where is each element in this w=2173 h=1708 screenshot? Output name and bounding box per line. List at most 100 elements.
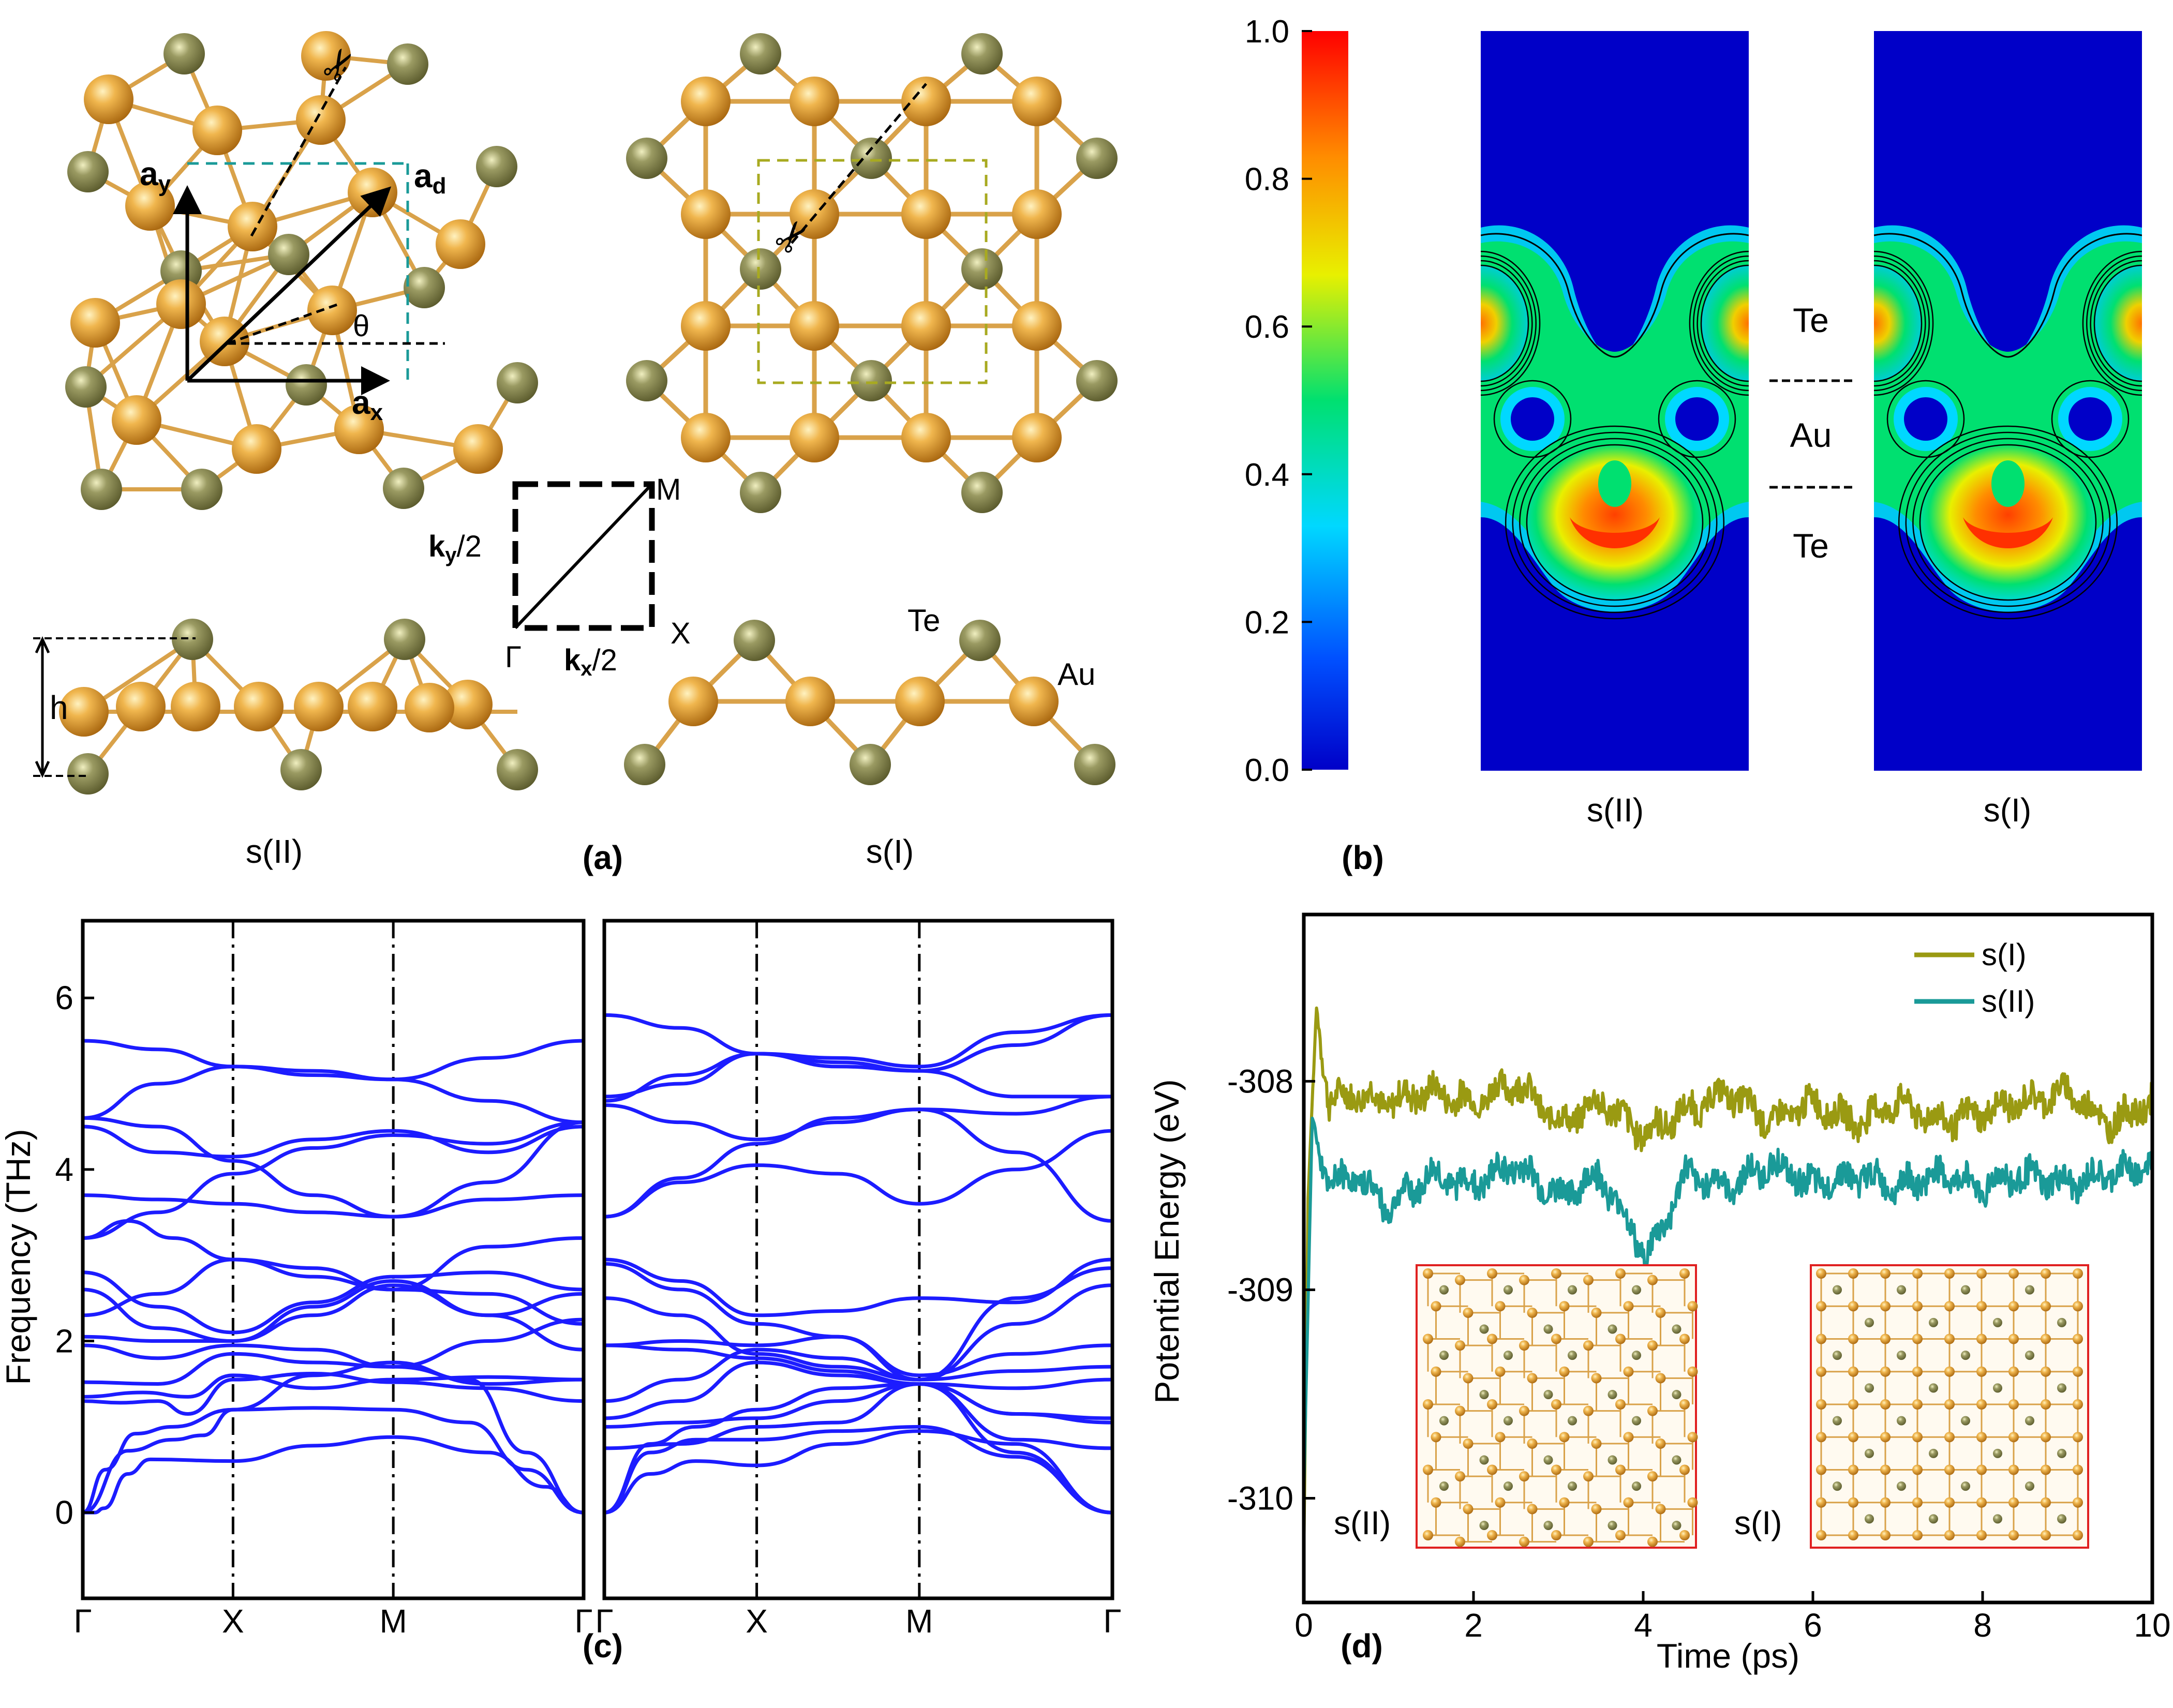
- inset-au-atom: [1944, 1301, 1955, 1312]
- te-atom: [740, 248, 781, 290]
- au-atom: [192, 106, 242, 155]
- inset-label-s1: s(I): [1734, 1504, 1782, 1541]
- elf-contour: [1493, 380, 1572, 458]
- au-atom: [1012, 413, 1062, 462]
- x-tick-label: 4: [1634, 1607, 1653, 1644]
- inset-au-atom: [1912, 1399, 1923, 1410]
- inset-au-atom: [1527, 1373, 1538, 1384]
- elf-contour: [2051, 380, 2130, 458]
- inset-au-atom: [1976, 1334, 1987, 1344]
- structure-s2-top-view: [65, 31, 538, 510]
- inset-au-atom: [1944, 1366, 1955, 1377]
- au-atom: [785, 677, 835, 726]
- inset-te-atom: [1672, 1324, 1681, 1334]
- phonon-branch: [604, 1129, 1112, 1219]
- te-atom: [959, 620, 1001, 661]
- te-atom: [67, 753, 109, 795]
- phonon-branch: [83, 1352, 584, 1386]
- inset-au-atom: [1551, 1530, 1561, 1540]
- inset-au-atom: [2073, 1301, 2083, 1312]
- bz-square: [512, 481, 655, 631]
- inset-au-atom: [1623, 1301, 1634, 1312]
- atom-label-te: Te: [907, 603, 940, 638]
- inset-au-atom: [2073, 1334, 2083, 1344]
- te-atom: [961, 33, 1003, 74]
- inset-au-atom: [1463, 1373, 1474, 1384]
- inset-au-atom: [1591, 1438, 1602, 1449]
- x-tick-label: Γ: [1103, 1602, 1121, 1640]
- height-arrow-top: [35, 636, 50, 654]
- inset-te-atom: [1833, 1351, 1842, 1360]
- y-axis-label-frequency: Frequency (THz): [0, 1129, 37, 1385]
- inset-te-atom: [1504, 1351, 1513, 1360]
- dashed-cut-line-s1: [791, 83, 927, 244]
- phonon-branch: [83, 1193, 584, 1219]
- au-atom: [232, 424, 281, 474]
- inset-te-atom: [1961, 1351, 1970, 1360]
- elf-contour-outer: [1481, 233, 1749, 358]
- inset-au-atom: [1816, 1464, 1826, 1475]
- inset-au-atom: [2073, 1399, 2083, 1410]
- inset-te-atom: [1608, 1521, 1617, 1531]
- panel-b: 1.0 0.8 0.6 0.4 0.2 0.0 Te Au Te s(II) s(I) (…: [1245, 14, 2142, 876]
- inset-au-atom: [1431, 1301, 1441, 1312]
- inset-au-atom: [1519, 1536, 1529, 1547]
- inset-te-atom: [2057, 1383, 2066, 1393]
- bz-label-m: M: [656, 473, 681, 506]
- panel-label-d: (d): [1341, 1627, 1383, 1665]
- inset-au-atom: [1647, 1471, 1658, 1482]
- inset-au-atom: [2008, 1301, 2019, 1312]
- inset-te-atom: [2025, 1416, 2034, 1426]
- inset-te-atom: [1897, 1416, 1906, 1426]
- inset-au-atom: [1912, 1334, 1923, 1344]
- x-tick-label: X: [222, 1602, 244, 1640]
- inset-te-atom: [1479, 1324, 1489, 1334]
- inset-te-atom: [1993, 1383, 2002, 1393]
- inset-au-atom: [1976, 1399, 1987, 1410]
- au-atom: [294, 682, 344, 731]
- inset-au-atom: [2073, 1464, 2083, 1475]
- au-atom: [901, 301, 951, 351]
- colorbar-tick-label: 1.0: [1245, 14, 1289, 50]
- inset-au-atom: [1559, 1432, 1570, 1443]
- inset-au-atom: [1647, 1275, 1658, 1285]
- au-atom: [668, 677, 718, 726]
- inset-au-atom: [1816, 1334, 1826, 1344]
- inset-au-atom: [1623, 1366, 1634, 1377]
- elf-contour: [1919, 444, 2097, 601]
- inset-au-atom: [1976, 1366, 1987, 1377]
- x-tick-label: Γ: [574, 1602, 592, 1640]
- inset-au-atom: [1944, 1464, 1955, 1475]
- inset-au-atom: [1519, 1471, 1529, 1482]
- inset-te-atom: [1543, 1521, 1553, 1531]
- inset-au-atom: [1647, 1405, 1658, 1416]
- inset-au-atom: [1848, 1334, 1858, 1344]
- inset-te-atom: [1632, 1351, 1641, 1360]
- inset-te-atom: [2057, 1514, 2066, 1524]
- au-atom: [681, 77, 731, 126]
- colorbar-tick-label: 0.0: [1245, 753, 1289, 788]
- inset-au-atom: [1495, 1432, 1506, 1443]
- phonon-branch: [604, 1347, 1112, 1403]
- te-atom: [1074, 744, 1115, 785]
- inset-au-atom: [1551, 1464, 1561, 1475]
- inset-te-atom: [1632, 1416, 1641, 1426]
- inset-au-atom: [1679, 1399, 1690, 1410]
- caption-s1: s(I): [866, 833, 914, 870]
- phonon-branch: [83, 1360, 584, 1515]
- inset-au-atom: [2041, 1530, 2051, 1540]
- plot-frame-right: [602, 919, 1114, 1600]
- au-atom: [125, 181, 175, 231]
- inset-au-atom: [1976, 1432, 1987, 1443]
- te-atom: [163, 33, 205, 74]
- te-atom: [65, 366, 107, 408]
- layer-label-au: Au: [1790, 416, 1832, 454]
- inset-te-atom: [2025, 1285, 2034, 1295]
- inset-au-atom: [1848, 1530, 1858, 1540]
- inset-au-atom: [1463, 1307, 1474, 1318]
- elf-contour: [1874, 260, 1926, 387]
- elf-contour: [1696, 260, 1749, 387]
- inset-au-atom: [1944, 1268, 1955, 1279]
- inset-structure-s1: [1816, 1268, 2083, 1540]
